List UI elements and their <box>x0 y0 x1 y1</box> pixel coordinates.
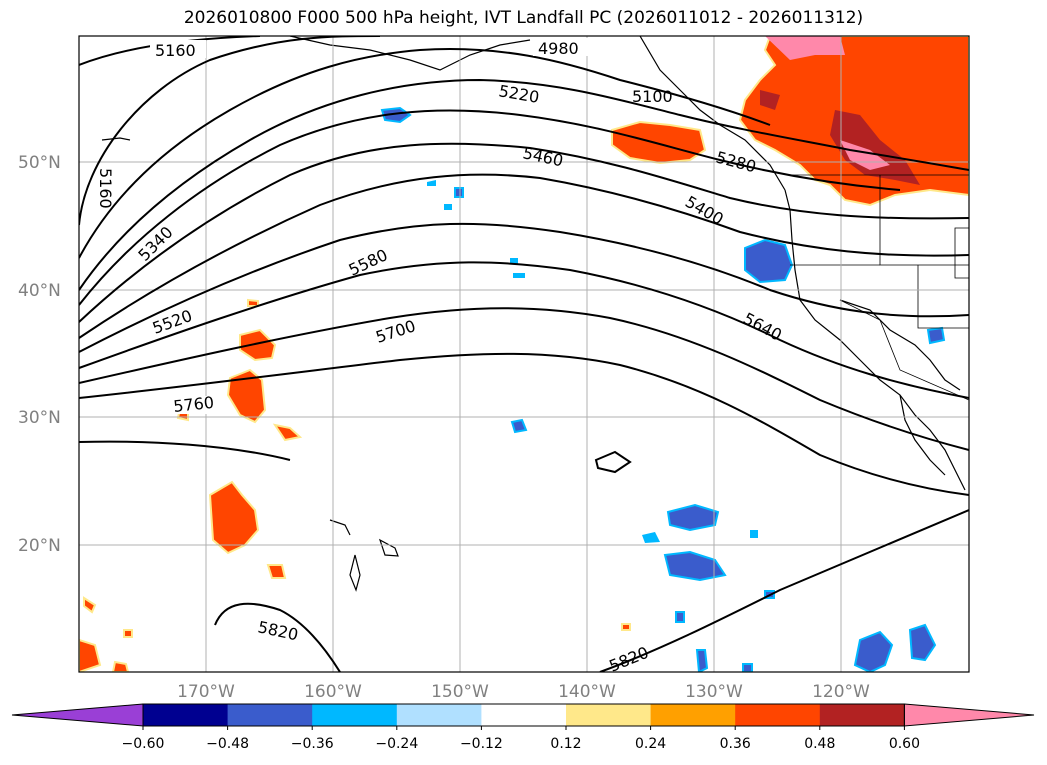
map-title: 2026010800 F000 500 hPa height, IVT Land… <box>183 8 864 28</box>
lon-label: 120°W <box>812 682 870 702</box>
gridlines <box>79 36 969 672</box>
contour-label: 4980 <box>538 39 579 58</box>
lon-label: 160°W <box>304 682 362 702</box>
contour-label: 5160 <box>96 168 115 209</box>
lon-label: 140°W <box>558 682 616 702</box>
height-contours <box>79 36 969 672</box>
colorbar-ticks: −0.60 −0.48 −0.36 −0.24 −0.12 0.12 0.24 … <box>122 736 920 752</box>
ivt-blob-west-2 <box>226 368 267 424</box>
colorbar-segment <box>650 704 736 726</box>
lon-label: 150°W <box>431 682 489 702</box>
lon-label: 170°W <box>177 682 235 702</box>
coastlines <box>101 36 966 592</box>
colorbar-segment <box>396 704 482 726</box>
colorbar-segment <box>735 704 821 726</box>
ivt-blob-oregon-coast <box>744 238 794 284</box>
colorbar-extend-low <box>11 703 144 727</box>
contour-label: 5160 <box>155 41 196 60</box>
colorbar-tick-label: 0.48 <box>804 736 835 752</box>
ivt-blob-west-1 <box>239 328 277 362</box>
colorbar-segment <box>566 704 652 726</box>
colorbar-tick-label: −0.36 <box>291 736 334 752</box>
colorbar-border <box>142 703 905 727</box>
colorbar-tick-label: −0.48 <box>206 736 249 752</box>
colorbar-tick-label: −0.24 <box>375 736 418 752</box>
colorbar-tick-label: 0.60 <box>889 736 920 752</box>
colorbar-segment <box>143 704 229 726</box>
ivt-negative-shading <box>380 106 946 672</box>
lat-label: 30°N <box>18 408 61 428</box>
ivt-positive-shading <box>79 36 969 672</box>
latitude-labels: 50°N 40°N 30°N 20°N <box>18 153 61 556</box>
ivt-blob-west-3 <box>208 480 260 555</box>
colorbar-tick-label: 0.24 <box>635 736 666 752</box>
borders <box>790 174 969 401</box>
lat-label: 20°N <box>18 536 61 556</box>
longitude-labels: 170°W 160°W 150°W 140°W 130°W 120°W <box>177 682 870 702</box>
colorbar-segment <box>312 704 398 726</box>
lat-label: 40°N <box>18 281 61 301</box>
colorbar-segment <box>481 704 567 726</box>
lon-label: 130°W <box>685 682 743 702</box>
colorbar-segment <box>819 704 905 726</box>
colorbar-tick-label: 0.36 <box>720 736 751 752</box>
colorbar-extend-high <box>903 703 1035 727</box>
contour-label: 5760 <box>172 393 214 416</box>
colorbar-segment <box>227 704 313 726</box>
contour-label: 5100 <box>632 87 673 106</box>
colorbar-tick-label: −0.12 <box>460 736 503 752</box>
colorbar-tick-label: 0.12 <box>550 736 581 752</box>
lat-label: 50°N <box>18 153 61 173</box>
map-frame <box>78 35 970 673</box>
colorbar-tick-label: −0.60 <box>122 736 165 752</box>
colorbar <box>11 703 1035 730</box>
